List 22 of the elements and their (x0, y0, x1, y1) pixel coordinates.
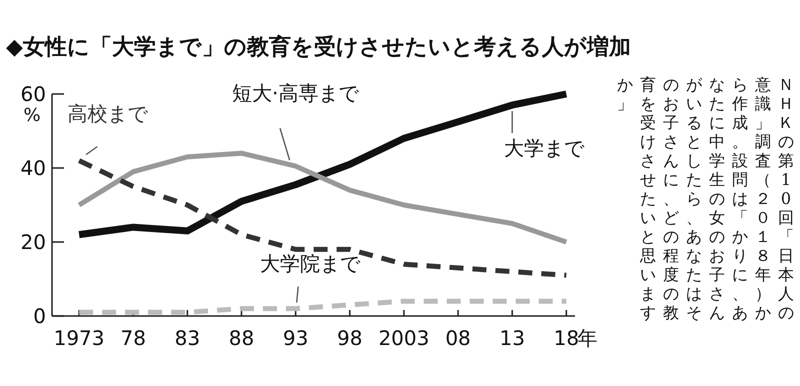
x-tick-label: 18 (554, 326, 580, 350)
text: 短大·高専まで (232, 81, 360, 106)
x-tick-label: 08 (445, 326, 471, 350)
y-tick-label: 20 (20, 230, 46, 254)
x-tick-label: 83 (174, 326, 200, 350)
note: ＮＨＫの第10回「日本人の意識」調査（２０１８年）から作成。設問は「かりに、あなたに中学生の女のお子さんがいるとしたら、あなたはそのお子さんに、どの程度の教育を受けさせたいと思いますか」 (617, 75, 794, 322)
series-label: 大学まで (504, 136, 586, 160)
x-tick-label: 2003 (378, 326, 430, 350)
x-tick-label: 78 (120, 326, 146, 350)
series-label: 高校まで (67, 102, 148, 126)
y-axis-title: % (23, 105, 41, 126)
x-tick-label: 13 (499, 326, 525, 350)
x-tick-label: 1973 (54, 326, 105, 350)
y-tick-label: 0 (33, 304, 46, 328)
y-tick-label: 40 (20, 156, 46, 180)
chart-title: ◆女性に「大学まで」の教育を受けさせたいと考える人が増加 (6, 34, 631, 60)
x-tick-label: 98 (337, 326, 362, 350)
x-tick-label: 93 (282, 326, 308, 350)
y-tick-label: 60 (20, 82, 46, 106)
x-tick-label: 88 (228, 326, 254, 350)
x-axis-title: 年 (577, 326, 598, 350)
series-label: 大学院まで (260, 252, 362, 276)
